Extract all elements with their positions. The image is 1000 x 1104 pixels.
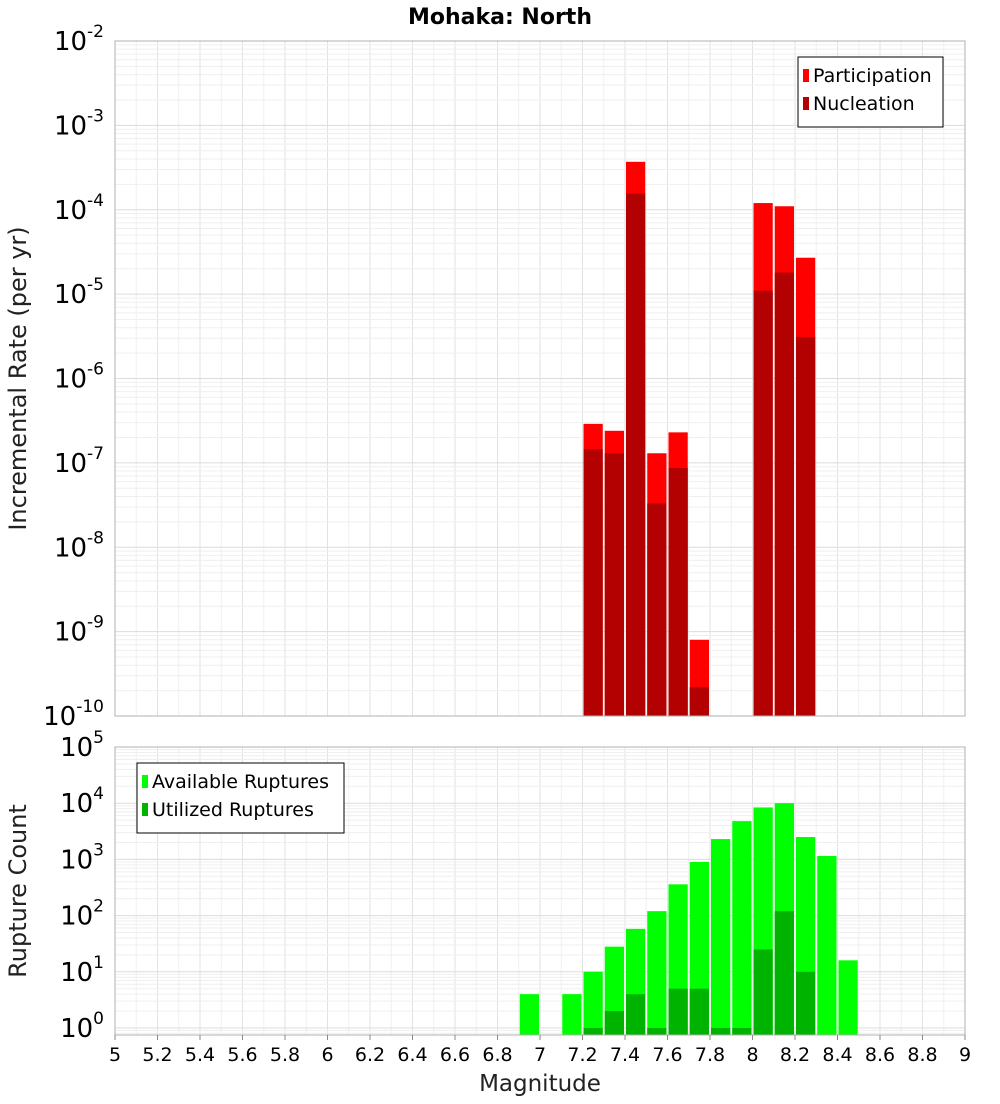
x-tick-label: 7.2 (567, 1044, 597, 1066)
legend-label: Participation (813, 65, 932, 87)
x-tick-label: 8.6 (865, 1044, 895, 1066)
y-tick-label: 10-7 (54, 444, 104, 479)
legend: Available Ruptures Utilized Ruptures (136, 762, 345, 834)
bar-nucleation (796, 337, 816, 716)
plot-frame (114, 40, 966, 717)
y-tick-label: 104 (60, 784, 104, 819)
x-tick-label: 9 (959, 1044, 971, 1066)
bar-available-ruptures (838, 960, 858, 1035)
bar-nucleation (583, 449, 603, 716)
x-tick-label: 7 (534, 1044, 546, 1066)
x-tick-label: 6 (321, 1044, 333, 1066)
bar-utilized-ruptures (711, 1027, 731, 1035)
x-axis-label: Magnitude (479, 1071, 601, 1097)
x-tick-label: 8.8 (907, 1044, 937, 1066)
plot-panel-1: 10-10 10-9 10-8 10-7 10-6 10-5 10-4 10-3 10-2 Inc… (4, 22, 966, 732)
bar-nucleation (626, 193, 646, 716)
legend-swatch (803, 69, 809, 82)
bar-utilized-ruptures (647, 1027, 667, 1035)
x-tick-label: 7.8 (695, 1044, 725, 1066)
x-tick-label: 6.4 (397, 1044, 427, 1066)
bar-utilized-ruptures (668, 988, 688, 1035)
y-tick-label: 100 (60, 1009, 104, 1044)
x-tick-label: 5 (109, 1044, 121, 1066)
x-tick-label: 6.6 (440, 1044, 470, 1066)
bar-nucleation (668, 467, 688, 716)
x-tick-label: 6.2 (355, 1044, 385, 1066)
bar-utilized-ruptures (753, 949, 773, 1035)
y-tick-label: 10-2 (54, 22, 104, 57)
y-tick-label: 10-8 (54, 528, 104, 563)
y-tick-label: 10-10 (43, 697, 104, 732)
y-tick-label: 10-3 (54, 106, 104, 141)
legend: Participation Nucleation (797, 56, 944, 128)
bar-utilized-ruptures (626, 994, 646, 1035)
bar-utilized-ruptures (689, 988, 709, 1035)
bar-available-ruptures (647, 911, 667, 1035)
y-tick-label: 103 (60, 840, 104, 875)
bar-available-ruptures (732, 821, 752, 1035)
y-tick-label: 101 (60, 953, 104, 988)
legend-box (136, 762, 345, 834)
bar-nucleation (689, 687, 709, 716)
bar-nucleation (647, 503, 667, 716)
y-tick-label: 102 (60, 897, 104, 932)
bar-available-ruptures (711, 839, 731, 1035)
y-tick-label: 105 (60, 728, 104, 763)
chart-title: Mohaka: North (408, 5, 592, 30)
y-tick-label: 10-9 (54, 613, 104, 648)
x-tick-label: 7.6 (652, 1044, 682, 1066)
bar-nucleation (604, 453, 624, 716)
bar-utilized-ruptures (774, 911, 794, 1035)
x-tick-label: 8 (746, 1044, 758, 1066)
bar-utilized-ruptures (604, 1011, 624, 1035)
x-tick-label: 5.8 (270, 1044, 300, 1066)
legend-swatch (803, 97, 809, 110)
x-tick-label: 7.4 (610, 1044, 640, 1066)
bar-available-ruptures (583, 971, 603, 1035)
legend-label: Nucleation (813, 93, 915, 115)
x-tick-label: 8.4 (822, 1044, 852, 1066)
legend-label: Available Ruptures (152, 771, 329, 793)
legend-box (797, 56, 944, 128)
y-tick-label: 10-6 (54, 360, 104, 395)
bar-available-ruptures (562, 994, 582, 1035)
y-tick-label: 10-4 (54, 191, 104, 226)
x-tick-label: 8.2 (780, 1044, 810, 1066)
plot-panel-2: 100 101 102 103 104 105 Rupture Count Available… (4, 728, 971, 1097)
bar-utilized-ruptures (732, 1027, 752, 1035)
y-tick-label: 10-5 (54, 275, 104, 310)
x-tick-label: 5.6 (227, 1044, 257, 1066)
bar-available-ruptures (817, 855, 837, 1035)
bar-nucleation (753, 290, 773, 716)
x-tick-label: 6.8 (482, 1044, 512, 1066)
x-tick-label: 5.4 (185, 1044, 215, 1066)
legend-label: Utilized Ruptures (152, 799, 314, 821)
x-tick-label: 5.2 (142, 1044, 172, 1066)
bar-utilized-ruptures (583, 1027, 603, 1035)
bar-available-ruptures (519, 994, 539, 1035)
y-axis-label: Rupture Count (4, 804, 32, 978)
legend-swatch (142, 775, 148, 788)
bar-utilized-ruptures (796, 971, 816, 1035)
bar-nucleation (774, 272, 794, 716)
legend-swatch (142, 803, 148, 816)
y-axis-label: Incremental Rate (per yr) (4, 226, 32, 530)
